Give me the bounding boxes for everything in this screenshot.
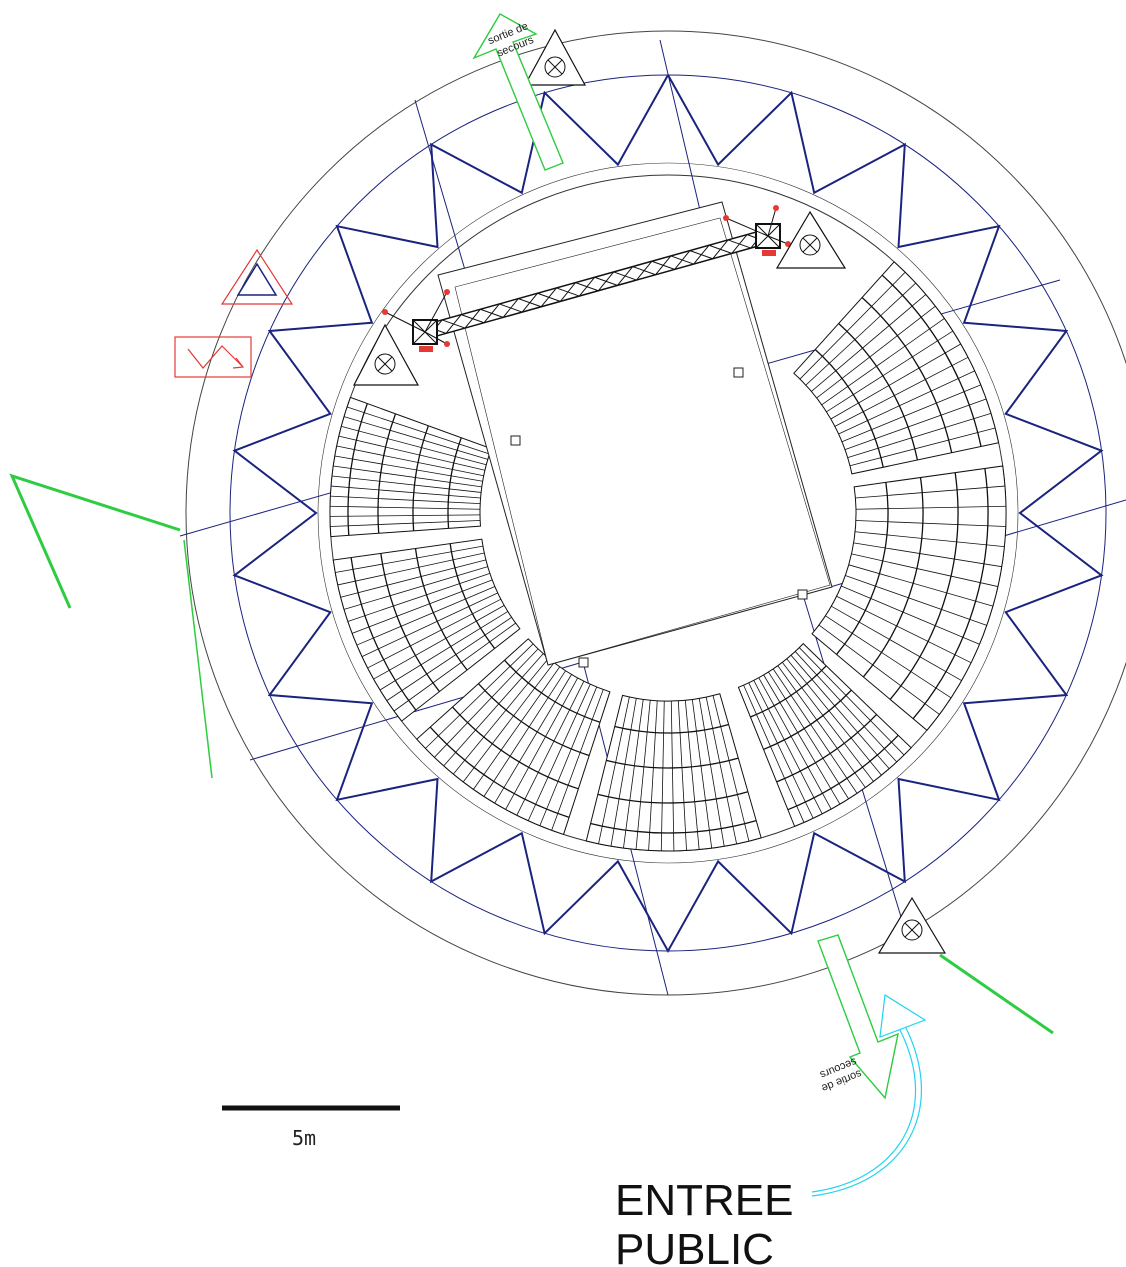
seating-block [737,642,912,828]
seating-inner-circle [317,162,1019,864]
seating-block [811,465,1007,731]
emergency-light-icon [775,210,847,269]
exit-arrow-icon: sortie de secours [472,13,564,171]
truss-tower [382,289,450,352]
entrance-label-line2: PUBLIC [615,1225,774,1267]
entrance-arrow-icon [811,993,927,1197]
emergency-light-icon [523,28,587,86]
stage-platform [437,201,833,668]
seating-block [332,538,521,722]
mast-base-1 [510,435,521,446]
emergency-light-icon [353,323,420,386]
guy-lines [9,473,1054,1035]
fire-alarm-icon [220,248,294,305]
lighting-truss [382,205,791,352]
mast-base-2 [733,367,744,378]
tent-rib-zigzag [232,74,1104,954]
seating-block [793,261,1000,475]
fire-extinguisher-icon [174,336,252,378]
seating-block [329,396,492,538]
seating-block [585,693,762,852]
guy-line-thin [183,539,213,779]
mast-base-4 [578,657,589,668]
truss-tower [723,205,791,256]
seating-blocks [329,261,1007,852]
mast-base-3 [797,589,808,600]
emergency-light-icon [877,896,947,954]
tent-ribs [232,74,1104,954]
seating-block [416,638,611,836]
scale-label: 5m [292,1126,316,1150]
entrance-label-line1: ENTREE [615,1176,793,1225]
